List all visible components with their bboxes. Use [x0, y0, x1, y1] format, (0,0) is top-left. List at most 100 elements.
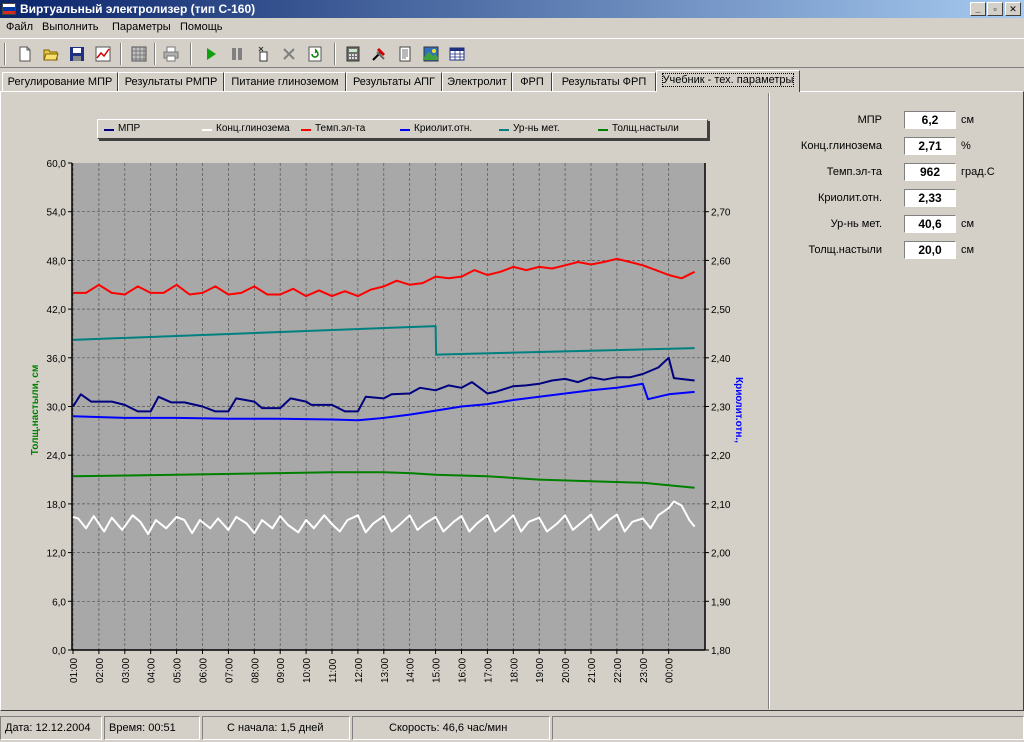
x-tick-label: 08:00: [250, 658, 261, 683]
series-line-Ур-нь мет.: [72, 325, 695, 356]
minimize-button[interactable]: _: [970, 2, 986, 16]
x-tick-label: 18:00: [509, 658, 520, 683]
tools-icon[interactable]: [368, 43, 390, 65]
refresh-icon[interactable]: [304, 43, 326, 65]
legend-label: Темп.эл-та: [315, 123, 366, 134]
new-file-icon[interactable]: [14, 43, 36, 65]
panel-splitter[interactable]: [768, 93, 770, 709]
y-left-tick-label: 42,0: [47, 305, 67, 316]
y-right-tick-label: 2,50: [711, 305, 731, 316]
x-tick-label: 20:00: [561, 658, 572, 683]
param-unit: %: [961, 140, 971, 152]
x-axis-ticks: 01:00 02:00 03:00 04:00 05:00 06:00 07:00 08:00…: [69, 650, 676, 683]
tab-frp-results[interactable]: Результаты ФРП: [552, 72, 656, 92]
toolbar-grip: [4, 43, 6, 65]
tab-textbook-parameters-label: Учебник - тех. параметры: [661, 73, 795, 87]
x-tick-label: 03:00: [121, 658, 132, 683]
menu-run[interactable]: Выполнить: [42, 21, 99, 33]
restore-button[interactable]: ▫: [987, 2, 1003, 16]
print-icon[interactable]: [160, 43, 182, 65]
toolbar-separator: [120, 43, 122, 65]
stop-cross-icon[interactable]: [278, 43, 300, 65]
param-row-temperature: Темп.эл-та 962 град.С: [780, 163, 1010, 183]
close-button[interactable]: ✕: [1005, 2, 1021, 16]
toolbar-separator: [190, 43, 192, 65]
y-left-tick-label: 54,0: [47, 208, 67, 219]
open-folder-icon[interactable]: [40, 43, 62, 65]
window-title: Виртуальный электролизер (тип С-160): [20, 2, 256, 16]
y-left-tick-label: 30,0: [47, 403, 67, 414]
param-value: 2,33: [904, 189, 956, 207]
tab-textbook-parameters[interactable]: Учебник - тех. параметры: [656, 70, 800, 92]
calculator-icon[interactable]: [342, 43, 364, 65]
status-empty: [552, 716, 1024, 740]
series-lines: [72, 257, 696, 535]
y-left-tick-label: 24,0: [47, 451, 67, 462]
title-bar: Виртуальный электролизер (тип С-160) _ ▫…: [0, 0, 1024, 18]
x-tick-label: 16:00: [458, 658, 469, 683]
tab-electrolyte[interactable]: Электролит: [442, 72, 512, 92]
param-unit: см: [961, 218, 975, 230]
save-disk-icon[interactable]: [66, 43, 88, 65]
y-right-tick-label: 2,10: [711, 500, 731, 511]
param-unit: см: [961, 114, 975, 126]
right-axis-ticks: 1,80 1,90 2,00 2,10 2,20 2,30 2,40 2,50 2,60 2,70: [705, 208, 731, 657]
y-right-tick-label: 1,90: [711, 597, 731, 608]
chart-grid: [71, 163, 706, 651]
picture-icon[interactable]: [420, 43, 442, 65]
tab-mpr-control[interactable]: Регулирование МПР: [2, 72, 118, 92]
legend-label: Ур-нь мет.: [513, 123, 560, 134]
status-elapsed: С начала: 1,5 дней: [202, 716, 350, 740]
document-icon[interactable]: [394, 43, 416, 65]
x-tick-label: 19:00: [535, 658, 546, 683]
menu-bar: Файл Выполнить Параметры Помощь: [0, 19, 1024, 37]
y-right-tick-label: 2,00: [711, 549, 731, 560]
menu-parameters[interactable]: Параметры: [112, 21, 171, 33]
x-tick-label: 10:00: [302, 658, 313, 683]
chart-legend: МПР Конц.глинозема Темп.эл-та Криолит.от…: [97, 119, 708, 139]
y-left-tick-label: 36,0: [47, 354, 67, 365]
y-left-tick-label: 0,0: [52, 646, 66, 657]
toolbar: [0, 38, 1024, 68]
param-row-mpr: МПР 6,2 см: [780, 111, 1010, 131]
pause-icon[interactable]: [226, 43, 248, 65]
play-icon[interactable]: [200, 43, 222, 65]
tab-alumina-feed[interactable]: Питание глиноземом: [224, 72, 346, 92]
menu-file[interactable]: Файл: [6, 21, 34, 33]
param-value: 2,71: [904, 137, 956, 155]
step-icon[interactable]: [252, 43, 274, 65]
param-label: Ур-нь мет.: [830, 218, 882, 230]
series-line-МПР: [72, 356, 695, 413]
toolbar-separator: [334, 43, 336, 65]
legend-label: Толщ.настыли: [612, 123, 679, 134]
y-right-tick-label: 2,70: [711, 208, 731, 219]
y-left-tick-label: 12,0: [47, 549, 67, 560]
table-icon[interactable]: [446, 43, 468, 65]
legend-label: Криолит.отн.: [414, 123, 473, 134]
param-row-cryolite: Криолит.отн. 2,33: [780, 189, 1010, 209]
param-value: 6,2: [904, 111, 956, 129]
y-left-tick-label: 60,0: [47, 159, 67, 170]
app-flag-icon: [2, 3, 16, 15]
legend-label: МПР: [118, 123, 141, 134]
grid-icon[interactable]: [128, 43, 150, 65]
y-axis-right-label: Криолит.отн.,: [733, 377, 744, 443]
y-left-tick-label: 6,0: [52, 597, 66, 608]
x-tick-label: 14:00: [406, 658, 417, 683]
tab-rmpr-results[interactable]: Результаты РМПР: [118, 72, 224, 92]
tab-apg-results[interactable]: Результаты АПГ: [346, 72, 442, 92]
status-speed: Скорость: 46,6 час/мин: [352, 716, 550, 740]
param-value: 962: [904, 163, 956, 181]
chart-icon[interactable]: [92, 43, 114, 65]
y-left-tick-label: 48,0: [47, 256, 67, 267]
menu-help[interactable]: Помощь: [180, 21, 223, 33]
x-tick-label: 21:00: [587, 658, 598, 683]
param-label: Криолит.отн.: [817, 192, 882, 204]
x-tick-label: 13:00: [380, 658, 391, 683]
x-tick-label: 17:00: [483, 658, 494, 683]
param-label: Темп.эл-та: [826, 166, 882, 178]
tab-strip: Регулирование МПР Результаты РМПР Питани…: [0, 70, 1024, 92]
tab-frp[interactable]: ФРП: [512, 72, 552, 92]
x-tick-label: 12:00: [354, 658, 365, 683]
status-date: Дата: 12.12.2004: [0, 716, 102, 740]
